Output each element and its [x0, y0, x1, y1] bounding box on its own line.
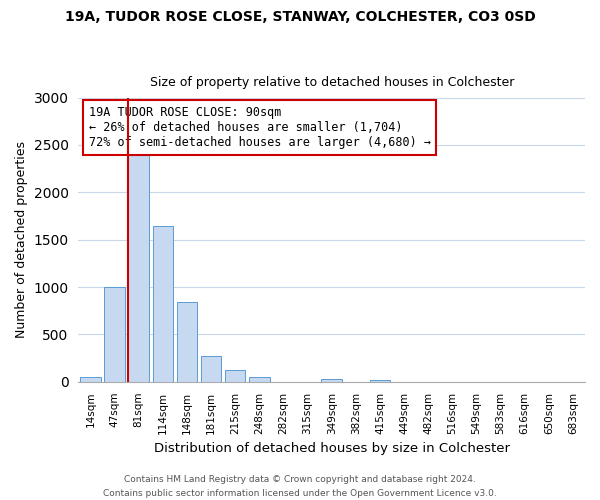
Text: Contains HM Land Registry data © Crown copyright and database right 2024.
Contai: Contains HM Land Registry data © Crown c…: [103, 476, 497, 498]
Bar: [152, 226, 173, 382]
Text: 19A TUDOR ROSE CLOSE: 90sqm
← 26% of detached houses are smaller (1,704)
72% of : 19A TUDOR ROSE CLOSE: 90sqm ← 26% of det…: [89, 106, 431, 149]
Bar: [177, 302, 197, 382]
Bar: [80, 376, 101, 382]
Bar: [225, 370, 245, 382]
Y-axis label: Number of detached properties: Number of detached properties: [15, 141, 28, 338]
Bar: [370, 380, 390, 382]
Bar: [322, 378, 342, 382]
Bar: [201, 356, 221, 382]
X-axis label: Distribution of detached houses by size in Colchester: Distribution of detached houses by size …: [154, 442, 510, 455]
Title: Size of property relative to detached houses in Colchester: Size of property relative to detached ho…: [149, 76, 514, 90]
Bar: [249, 377, 269, 382]
Text: 19A, TUDOR ROSE CLOSE, STANWAY, COLCHESTER, CO3 0SD: 19A, TUDOR ROSE CLOSE, STANWAY, COLCHEST…: [65, 10, 535, 24]
Bar: [128, 148, 149, 382]
Bar: [104, 287, 125, 382]
